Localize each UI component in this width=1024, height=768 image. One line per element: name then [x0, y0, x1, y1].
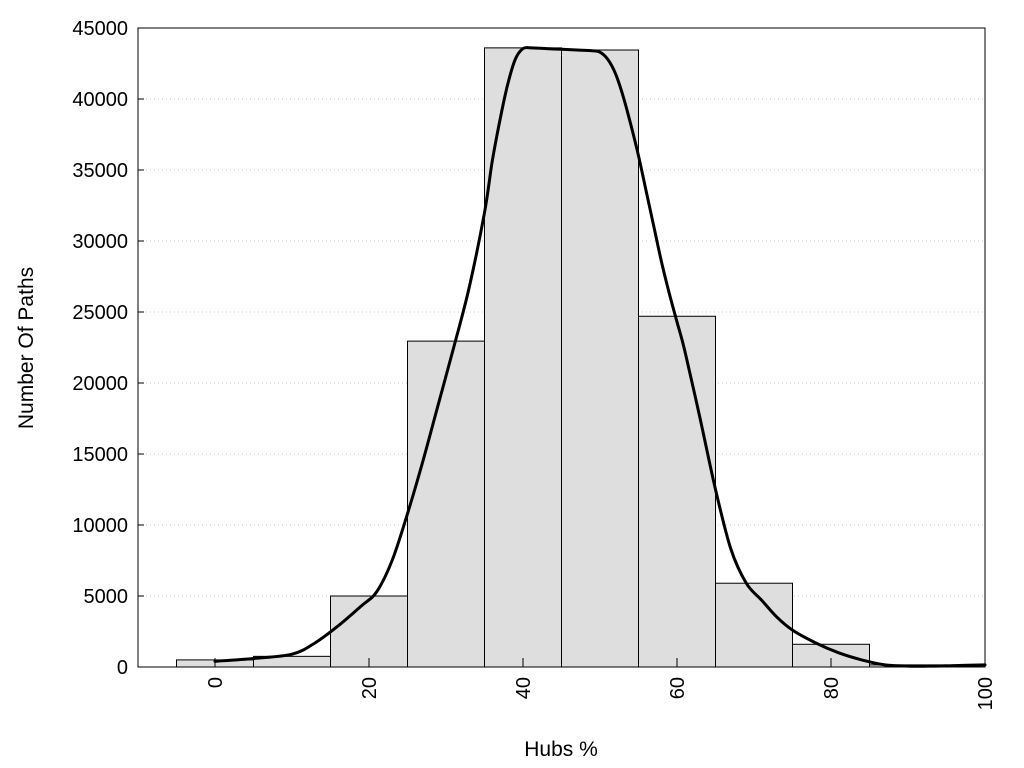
x-axis: 0 20 40 60 80 100 [205, 658, 997, 710]
x-tick-label: 0 [205, 677, 227, 688]
bars-group [176, 47, 947, 668]
y-tick-label: 10000 [72, 515, 128, 537]
y-tick-label: 45000 [72, 18, 128, 40]
y-tick-label: 15000 [72, 444, 128, 466]
x-tick-label: 100 [975, 677, 997, 710]
bar [407, 340, 485, 668]
bar [638, 315, 716, 668]
bar [561, 49, 639, 668]
x-tick-label: 40 [513, 677, 535, 699]
y-tick-label: 30000 [72, 231, 128, 253]
bar [484, 47, 562, 668]
bar [330, 595, 408, 668]
y-tick-label: 0 [117, 657, 128, 679]
distribution-curve [213, 46, 987, 668]
plot-frame [137, 27, 986, 668]
y-tick-label: 20000 [72, 373, 128, 395]
x-tick-label: 80 [821, 677, 843, 699]
bar [715, 582, 793, 668]
y-tick-label: 40000 [72, 89, 128, 111]
y-tick-label: 25000 [72, 302, 128, 324]
y-axis: 0 5000 10000 15000 20000 25000 30000 35000 40000… [72, 18, 144, 679]
x-axis-title: Hubs % [524, 738, 598, 761]
x-tick-label: 60 [667, 677, 689, 699]
y-tick-label: 35000 [72, 160, 128, 182]
x-tick-label: 20 [359, 677, 381, 699]
y-tick-label: 5000 [84, 586, 129, 608]
y-axis-title: Number Of Paths [15, 267, 38, 429]
